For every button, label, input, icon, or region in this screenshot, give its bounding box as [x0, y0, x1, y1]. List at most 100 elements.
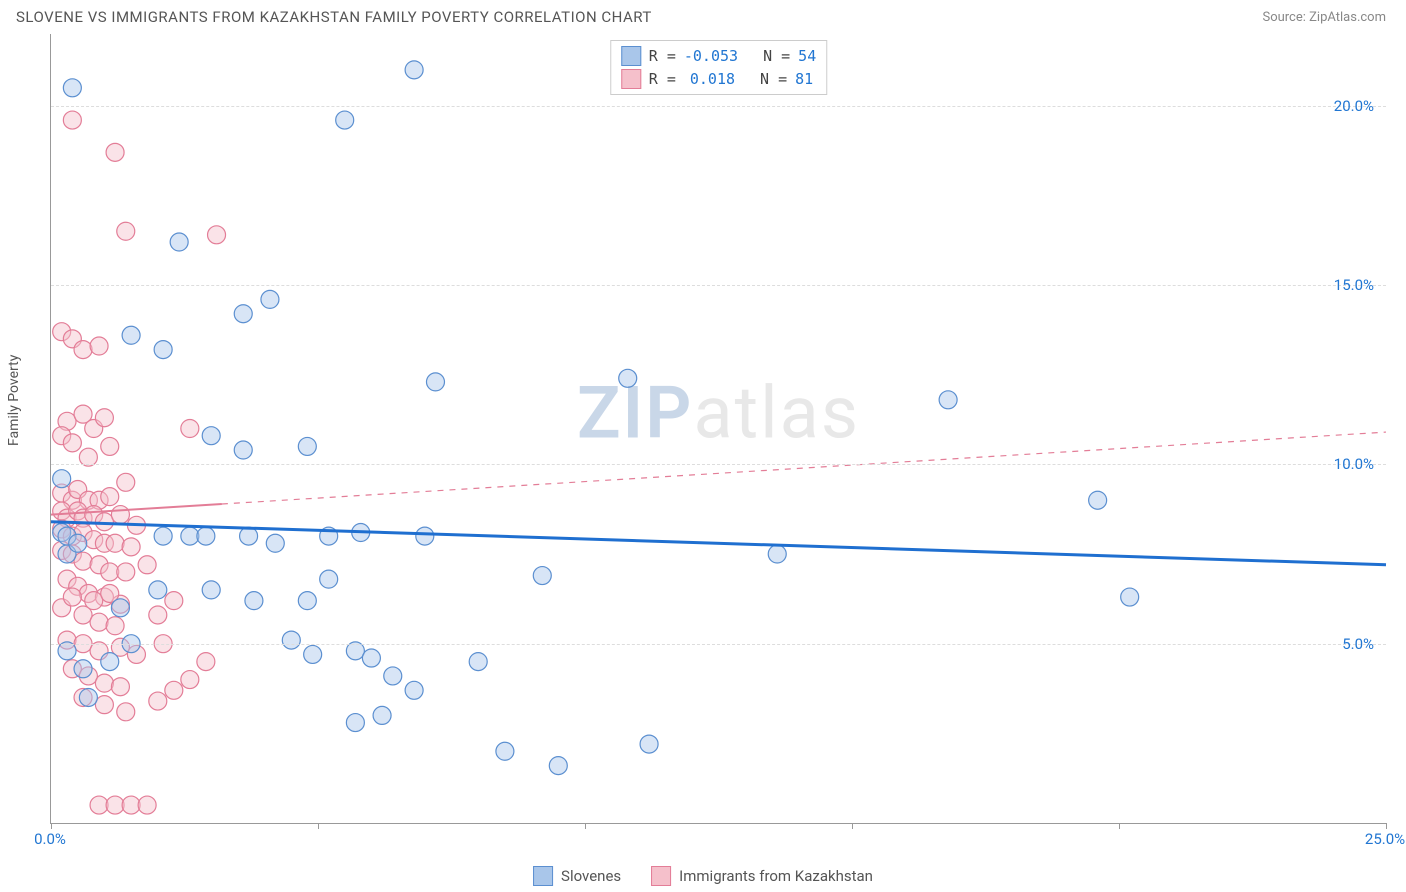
x-axis-labels: 0.0%25.0% — [50, 824, 1386, 854]
scatter-point — [245, 592, 263, 610]
scatter-point — [101, 488, 119, 506]
scatter-point — [111, 599, 129, 617]
scatter-point — [1089, 491, 1107, 509]
scatter-point — [346, 714, 364, 732]
y-tick-label: 15.0% — [1334, 276, 1374, 294]
scatter-point — [165, 681, 183, 699]
scatter-point — [74, 341, 92, 359]
scatter-point — [101, 437, 119, 455]
scatter-point — [122, 538, 140, 556]
scatter-point — [181, 671, 199, 689]
scatter-point — [469, 653, 487, 671]
scatter-point — [405, 681, 423, 699]
scatter-point — [111, 678, 129, 696]
scatter-point — [95, 674, 113, 692]
scatter-point — [90, 613, 108, 631]
scatter-point — [138, 556, 156, 574]
scatter-point — [74, 552, 92, 570]
scatter-point — [95, 513, 113, 531]
scatter-point — [181, 420, 199, 438]
scatter-point — [939, 391, 957, 409]
scatter-point — [111, 506, 129, 524]
scatter-point — [181, 527, 199, 545]
scatter-point — [69, 534, 87, 552]
scatter-point — [282, 631, 300, 649]
r-value-slovenes: -0.053 — [684, 45, 738, 68]
scatter-point — [261, 290, 279, 308]
stats-row-kazakhstan: R = 0.018 N = 81 — [621, 68, 816, 91]
r-value-kazakhstan: 0.018 — [684, 68, 735, 91]
source-attribution: Source: ZipAtlas.com — [1262, 10, 1386, 25]
legend-swatch-kazakhstan — [651, 866, 671, 886]
legend-label-slovenes: Slovenes — [561, 867, 621, 885]
chart-plot-area: ZIPatlas R = -0.053 N = 54 R = 0.018 N =… — [50, 34, 1386, 824]
scatter-point — [298, 437, 316, 455]
scatter-point — [117, 563, 135, 581]
y-tick-label: 10.0% — [1334, 455, 1374, 473]
scatter-point — [549, 757, 567, 775]
header: SLOVENE VS IMMIGRANTS FROM KAZAKHSTAN FA… — [0, 0, 1406, 30]
bottom-legend: Slovenes Immigrants from Kazakhstan — [533, 866, 873, 886]
stats-legend: R = -0.053 N = 54 R = 0.018 N = 81 — [610, 40, 827, 95]
scatter-point — [101, 653, 119, 671]
swatch-kazakhstan — [621, 69, 641, 89]
scatter-point — [640, 735, 658, 753]
swatch-slovenes — [621, 46, 641, 66]
scatter-point — [266, 534, 284, 552]
scatter-point — [106, 796, 124, 814]
scatter-point — [63, 434, 81, 452]
scatter-point — [234, 441, 252, 459]
x-tick-label: 25.0% — [1365, 830, 1405, 848]
scatter-point — [63, 588, 81, 606]
scatter-point — [117, 473, 135, 491]
legend-label-kazakhstan: Immigrants from Kazakhstan — [679, 867, 873, 885]
scatter-point — [138, 796, 156, 814]
scatter-point — [170, 233, 188, 251]
scatter-point — [768, 545, 786, 563]
scatter-point — [85, 592, 103, 610]
y-tick-label: 5.0% — [1342, 635, 1374, 653]
scatter-point — [79, 688, 97, 706]
scatter-point — [202, 427, 220, 445]
scatter-point — [95, 696, 113, 714]
x-tick-label: 0.0% — [34, 830, 66, 848]
scatter-svg — [51, 34, 1386, 823]
scatter-point — [426, 373, 444, 391]
scatter-point — [122, 796, 140, 814]
scatter-point — [154, 527, 172, 545]
scatter-point — [373, 706, 391, 724]
scatter-point — [1121, 588, 1139, 606]
scatter-point — [416, 527, 434, 545]
scatter-point — [122, 326, 140, 344]
scatter-point — [320, 570, 338, 588]
scatter-point — [53, 470, 71, 488]
scatter-point — [117, 222, 135, 240]
scatter-point — [63, 79, 81, 97]
scatter-point — [101, 563, 119, 581]
y-axis-label: Family Poverty — [6, 355, 22, 446]
scatter-point — [496, 742, 514, 760]
scatter-point — [202, 581, 220, 599]
scatter-point — [149, 692, 167, 710]
trend-line-dashed — [222, 432, 1386, 504]
scatter-point — [106, 143, 124, 161]
scatter-point — [197, 527, 215, 545]
scatter-point — [197, 653, 215, 671]
n-value-slovenes: 54 — [798, 45, 816, 68]
scatter-point — [384, 667, 402, 685]
scatter-point — [298, 592, 316, 610]
scatter-point — [619, 369, 637, 387]
scatter-point — [149, 606, 167, 624]
scatter-point — [405, 61, 423, 79]
scatter-point — [63, 111, 81, 129]
legend-item-kazakhstan: Immigrants from Kazakhstan — [651, 866, 873, 886]
scatter-point — [154, 341, 172, 359]
scatter-point — [165, 592, 183, 610]
legend-item-slovenes: Slovenes — [533, 866, 621, 886]
scatter-point — [106, 617, 124, 635]
scatter-point — [106, 534, 124, 552]
stats-row-slovenes: R = -0.053 N = 54 — [621, 45, 816, 68]
scatter-point — [117, 703, 135, 721]
scatter-point — [90, 337, 108, 355]
scatter-point — [95, 409, 113, 427]
